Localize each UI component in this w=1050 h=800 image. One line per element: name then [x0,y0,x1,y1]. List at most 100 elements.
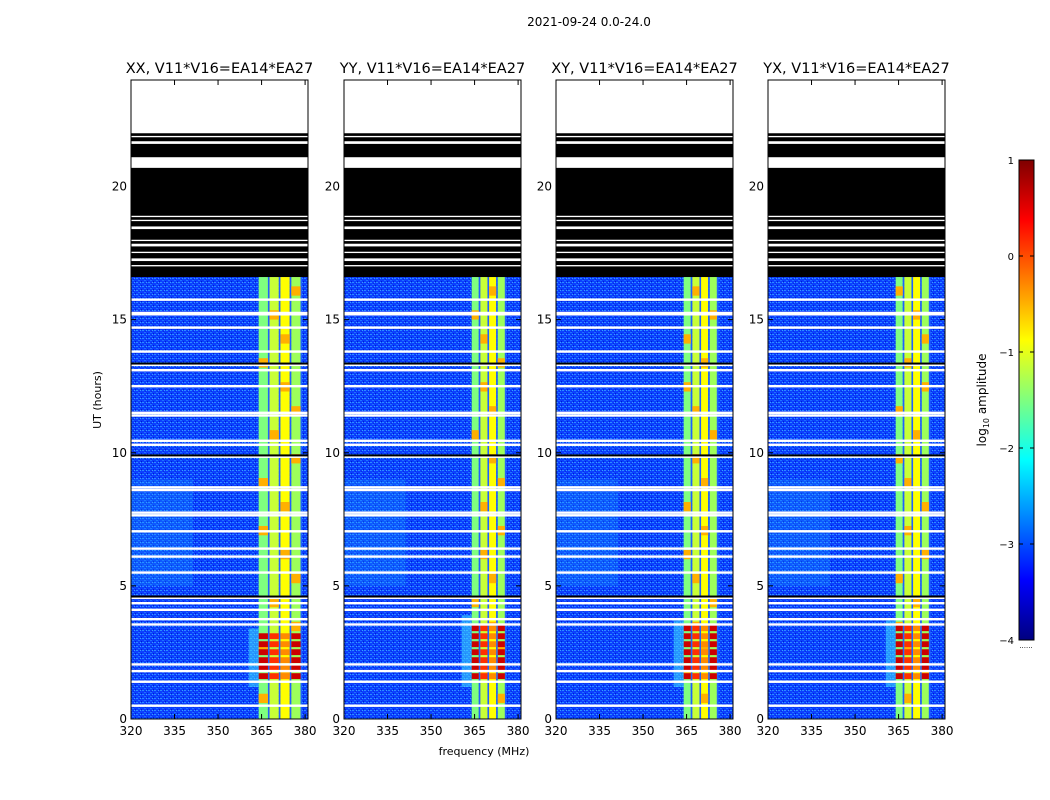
x-tick-label: 320 [545,724,568,738]
rfi-column [701,277,709,719]
dark-line [768,362,945,365]
rfi-peak-cell [497,665,505,672]
x-tick-label: 335 [588,724,611,738]
rfi-block [701,478,709,488]
rfi-peak-cell [701,673,709,680]
blank-block [768,217,945,220]
flagged-line [556,488,733,492]
flagged-line [768,530,945,533]
y-tick-label: 15 [112,313,127,327]
blank-block [768,229,945,240]
rfi-peak-cell [480,633,488,640]
rfi-peak-cell [497,633,505,640]
x-tick-label: 335 [163,724,186,738]
data-noise-streak [556,479,618,586]
rfi-peak-cell [497,657,505,664]
blank-block [556,229,733,240]
blank-block [556,167,733,216]
flagged-line [344,455,521,458]
flagged-line [556,669,733,673]
rfi-peak-cell [701,657,709,664]
rfi-peak-cell [269,665,279,672]
heatmap-panel: YY, V11*V16=EA14*EA27 320 335 350 365 380 0 5 10… [325,61,530,738]
flagged-line [768,623,945,626]
y-tick-label: 15 [537,313,552,327]
flagged-line [131,704,308,707]
x-tick-label: 380 [507,724,530,738]
flagged-line [556,680,733,683]
rfi-peak-cell [692,665,700,672]
dark-line [344,595,521,598]
y-tick-label: 5 [544,579,552,593]
rfi-peak-cell [701,649,709,656]
blank-block [556,253,733,259]
flagged-line [131,311,308,315]
flagged-line [556,486,733,489]
flagged-line [556,384,733,388]
rfi-peak-cell [291,649,301,656]
rfi-peak-cell [692,657,700,664]
rfi-peak-cell [904,673,912,680]
x-tick-label: 350 [420,724,443,738]
rfi-block [692,406,700,416]
rfi-peak-cell [701,665,709,672]
dark-line [344,362,521,365]
rfi-block [683,334,691,344]
rfi-peak-cell [683,625,691,632]
y-tick-label: 0 [544,712,552,726]
y-tick-label: 5 [756,579,764,593]
rfi-halo [673,620,684,688]
rfi-column [683,277,691,719]
flagged-line [344,555,521,558]
flagged-line [344,704,521,707]
flagged-line [768,511,945,514]
panel-frame [767,79,946,720]
rfi-peak-cell [497,625,505,632]
flagged-line [768,596,945,600]
x-axis-label: frequency (MHz) [439,745,530,758]
flagged-line [344,488,521,492]
rfi-peak-cell [489,649,497,656]
flagged-line [344,596,521,600]
colorbar-tick-label: −2 [999,444,1014,455]
rfi-column [489,277,497,719]
rfi-block [480,334,488,344]
panel-title: XY, V11*V16=EA14*EA27 [551,61,737,77]
flagged-line [768,369,945,372]
rfi-column-gap [716,277,719,719]
rfi-block [895,406,903,416]
flagged-line [768,298,945,301]
flagged-line [344,443,521,446]
rfi-peak-cell [471,625,479,632]
flagged-line [131,369,308,372]
x-tick-label: 320 [120,724,143,738]
rfi-column-gap [267,277,270,719]
rfi-peak-cell [904,649,912,656]
rfi-halo [248,628,259,688]
y-tick-label: 5 [119,579,127,593]
rfi-block [291,573,301,584]
rfi-peak-cell [291,641,301,648]
data-noise-streak [344,479,406,586]
flagged-line [344,311,521,315]
dark-line [556,454,733,457]
x-tick-label: 335 [376,724,399,738]
flagged-line [768,443,945,446]
flagged-line [131,623,308,626]
flagged-line [556,369,733,372]
flagged-line [768,384,945,388]
rfi-peak-cell [692,649,700,656]
rfi-column [709,277,717,719]
rfi-peak-cell [895,633,903,640]
rfi-peak-cell [269,633,279,640]
rfi-peak-cell [683,649,691,656]
rfi-column [480,277,488,719]
rfi-peak-cell [489,657,497,664]
flagged-line [131,439,308,442]
flagged-line [131,514,308,517]
rfi-block [921,502,929,512]
rfi-block [913,430,921,440]
colorbar-tick-label: 0 [1008,252,1014,263]
flagged-line [131,384,308,388]
flagged-line [344,414,521,417]
